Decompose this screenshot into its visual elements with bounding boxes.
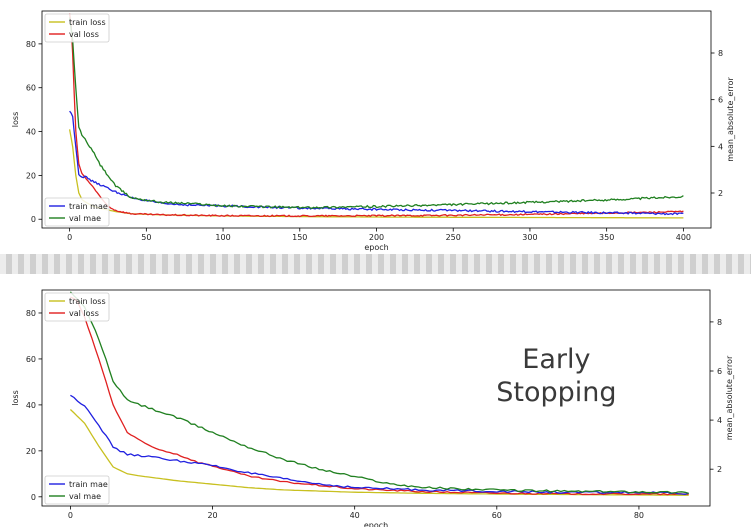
y-tick-label: 0	[31, 215, 36, 224]
y2-tick-label: 2	[718, 189, 723, 198]
x-tick-label: 300	[522, 233, 537, 242]
x-tick-label: 350	[599, 233, 614, 242]
legend-label-val-loss: val loss	[69, 30, 99, 39]
y-tick-label: 80	[26, 40, 36, 49]
chart-bottom: 0 20 40 60 80 0 20 40 60 80 2 4 6 8 epoch loss mean_abso…	[11, 289, 734, 527]
series-line-val-mae	[68, 17, 684, 209]
legend-label-val-mae: val mae	[69, 214, 101, 223]
y-tick-label: 60	[26, 355, 36, 364]
legend-label-train-mae: train mae	[69, 480, 108, 489]
screenshot-separator	[0, 254, 751, 274]
y2-axis-label: mean_absolute_error	[725, 355, 734, 440]
series-line-val-loss	[70, 296, 689, 496]
y2-tick-label: 4	[717, 416, 722, 425]
series-line-val-mae	[69, 291, 689, 495]
legend-loss-box	[44, 292, 110, 322]
legend-label-train-loss: train loss	[69, 18, 106, 27]
x-tick-label: 0	[67, 233, 72, 242]
y2-tick-label: 6	[718, 96, 723, 105]
legend-label-val-mae: val mae	[69, 492, 101, 501]
legend-mae-box	[44, 475, 110, 505]
y-tick-label: 60	[26, 84, 36, 93]
y-axis-label: loss	[11, 112, 20, 127]
legend-label-val-loss: val loss	[69, 309, 99, 318]
chart-top: 0 50 100 150 200 250 300 350 400 0 20 40 60 80 2 4 6 8 epo…	[11, 10, 735, 252]
annotation-line: Stopping	[496, 377, 616, 408]
x-tick-label: 20	[207, 511, 217, 520]
plot-frame	[41, 10, 712, 229]
legend-label-train-mae: train mae	[69, 202, 108, 211]
y-tick-label: 20	[26, 447, 36, 456]
x-tick-label: 100	[215, 233, 230, 242]
x-tick-label: 400	[676, 233, 691, 242]
series-line-val-loss	[68, 13, 684, 218]
legend-label-train-loss: train loss	[69, 297, 106, 306]
x-tick-label: 60	[492, 511, 502, 520]
x-axis-label: epoch	[364, 243, 388, 252]
x-tick-label: 40	[350, 511, 360, 520]
y2-axis-label: mean_absolute_error	[726, 77, 735, 162]
y-tick-label: 0	[31, 493, 36, 502]
annotation-line: Early	[522, 344, 590, 375]
series-line-train-mae	[69, 110, 684, 216]
y2-tick-label: 8	[718, 49, 723, 58]
y2-tick-label: 2	[717, 465, 722, 474]
x-tick-label: 0	[68, 511, 73, 520]
y2-tick-label: 6	[717, 367, 722, 376]
y-tick-label: 80	[26, 309, 36, 318]
y2-tick-label: 4	[718, 142, 723, 151]
series-line-train-loss	[68, 129, 684, 219]
y2-tick-label: 8	[717, 318, 722, 327]
legend-loss-box	[44, 13, 110, 43]
x-tick-label: 150	[292, 233, 307, 242]
x-tick-label: 80	[634, 511, 644, 520]
y-tick-label: 40	[26, 128, 36, 137]
y-tick-label: 40	[26, 401, 36, 410]
legend-mae-box	[44, 197, 110, 227]
plot-frame	[41, 289, 711, 507]
x-tick-label: 200	[369, 233, 384, 242]
y-tick-label: 20	[26, 171, 36, 180]
y-axis-label: loss	[11, 390, 20, 405]
x-tick-label: 50	[141, 233, 151, 242]
x-tick-label: 250	[446, 233, 461, 242]
x-axis-label: epoch	[364, 521, 388, 527]
